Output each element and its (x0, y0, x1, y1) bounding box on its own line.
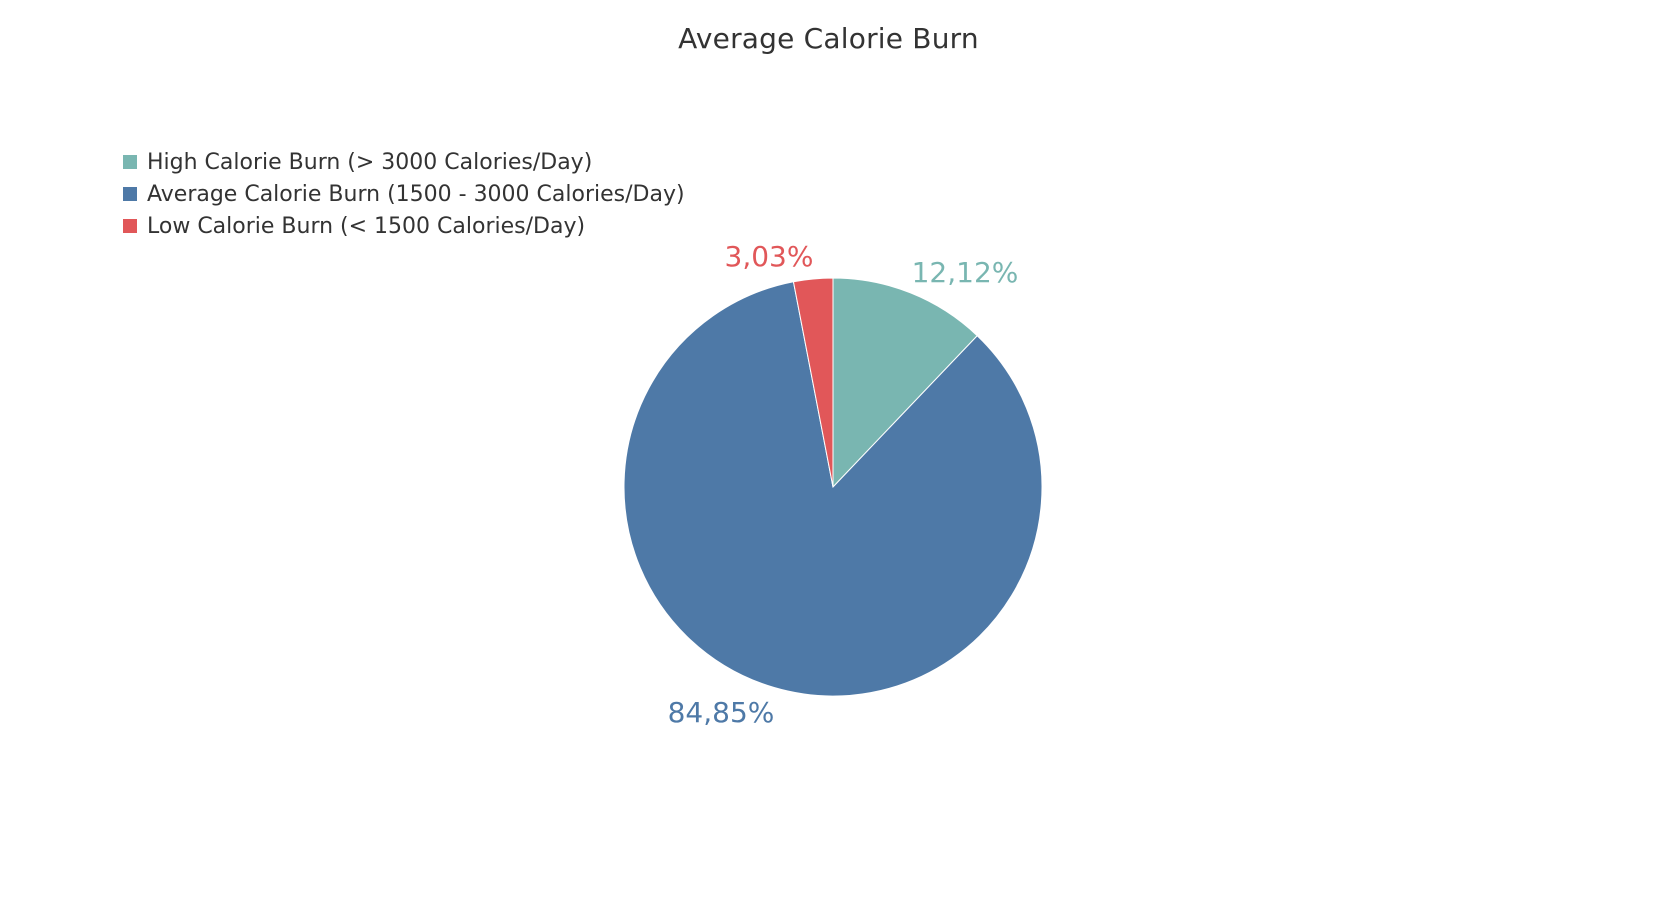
legend-swatch-high (123, 155, 137, 169)
data-label-high: 12,12% (912, 256, 1019, 289)
legend-item-low[interactable]: Low Calorie Burn (< 1500 Calories/Day) (123, 210, 685, 242)
pie-slice-low[interactable] (792, 277, 834, 488)
legend-item-average[interactable]: Average Calorie Burn (1500 - 3000 Calori… (123, 178, 685, 210)
legend-label-high: High Calorie Burn (> 3000 Calories/Day) (147, 149, 593, 175)
legend: High Calorie Burn (> 3000 Calories/Day) … (123, 146, 685, 242)
chart-title: Average Calorie Burn (678, 22, 979, 55)
data-label-average: 84,85% (668, 696, 775, 729)
legend-swatch-low (123, 219, 137, 233)
pie-slice-high[interactable] (832, 277, 978, 489)
pie-slice-average[interactable] (623, 281, 1043, 697)
legend-label-low: Low Calorie Burn (< 1500 Calories/Day) (147, 213, 586, 239)
legend-label-average: Average Calorie Burn (1500 - 3000 Calori… (147, 181, 685, 207)
legend-item-high[interactable]: High Calorie Burn (> 3000 Calories/Day) (123, 146, 685, 178)
legend-swatch-average (123, 187, 137, 201)
data-label-low: 3,03% (725, 240, 814, 273)
